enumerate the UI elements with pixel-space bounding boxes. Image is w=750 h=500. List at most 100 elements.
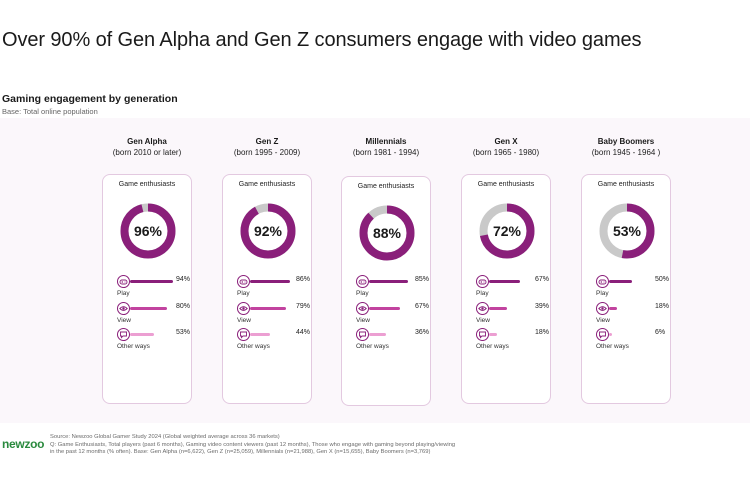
donut-value-label: 92% (253, 223, 283, 239)
donut-chart: 88% (359, 205, 415, 261)
metric-value-label: 53% (176, 329, 191, 336)
donut-value-arc (599, 203, 655, 259)
eye-icon (476, 302, 489, 315)
metric-bar (489, 280, 520, 283)
metric-bar (130, 307, 167, 310)
source-line: Q: Game Enthusiasts, Total players (past… (50, 441, 456, 448)
donut-value-arc (359, 205, 415, 261)
metric-label: Other ways (476, 343, 509, 350)
headline: Over 90% of Gen Alpha and Gen Z consumer… (2, 29, 642, 51)
metric-label: Play (117, 290, 130, 297)
chat-icon (356, 328, 369, 341)
metric-value-label: 80% (176, 303, 191, 310)
generation-born: (born 1965 - 1980) (472, 148, 540, 157)
metric-play: 85% Play (356, 275, 432, 299)
card-label: Game enthusiasts (597, 181, 655, 188)
eye-icon (117, 302, 130, 315)
metric-view: 80% View (117, 302, 193, 326)
metric-label: View (117, 317, 131, 324)
eye-icon (237, 302, 250, 315)
source-line: Source: Newzoo Global Gamer Study 2024 (… (50, 434, 280, 440)
metric-view: 79% View (237, 302, 313, 326)
donut-value-arc (240, 203, 296, 259)
metric-other: 36% Other ways (356, 328, 432, 352)
donut-chart: 96% (120, 203, 176, 259)
controller-icon (476, 275, 489, 288)
generation-card-gen-alpha: Game enthusiasts 96% (102, 174, 192, 404)
donut-chart: 92% (240, 203, 296, 259)
metric-label: View (356, 317, 370, 324)
generation-born: (born 1945 - 1964 ) (591, 148, 661, 157)
generation-header-gen-x: Gen X (born 1965 - 1980) (450, 136, 562, 158)
metric-label: View (237, 317, 251, 324)
metric-bar (489, 307, 507, 310)
metric-play: 67% Play (476, 275, 552, 299)
generation-born: (born 1981 - 1994) (352, 148, 420, 157)
metric-label: Other ways (596, 343, 629, 350)
generation-name: Gen Z (255, 137, 279, 146)
generation-name: Gen Alpha (127, 137, 167, 146)
source-note: Source: Newzoo Global Gamer Study 2024 (… (50, 434, 550, 457)
metric-value-label: 86% (296, 276, 311, 283)
card-label: Game enthusiasts (118, 181, 176, 188)
metric-label: Play (596, 290, 609, 297)
metric-label: Other ways (117, 343, 150, 350)
metric-value-label: 44% (296, 329, 311, 336)
card-label: Game enthusiasts (357, 183, 415, 190)
metric-other: 53% Other ways (117, 328, 193, 352)
metric-label: View (596, 317, 610, 324)
controller-icon (356, 275, 369, 288)
metric-view: 67% View (356, 302, 432, 326)
donut-chart: 53% (599, 203, 655, 259)
card-label: Game enthusiasts (238, 181, 296, 188)
metric-label: Play (237, 290, 250, 297)
metric-view: 18% View (596, 302, 672, 326)
chat-icon (476, 328, 489, 341)
metric-value-label: 67% (535, 276, 550, 283)
metric-label: Other ways (237, 343, 270, 350)
metric-play: 86% Play (237, 275, 313, 299)
generation-card-gen-x: Game enthusiasts 72% (461, 174, 551, 404)
generation-card-millennials: Game enthusiasts 88% (341, 176, 431, 406)
donut-value-arc (120, 203, 176, 259)
generation-born: (born 2010 or later) (112, 148, 182, 157)
metric-bar (369, 307, 400, 310)
donut-value-label: 88% (372, 225, 402, 241)
metric-bar (250, 307, 287, 310)
metric-value-label: 18% (655, 303, 670, 310)
metric-bar (130, 333, 155, 336)
generation-header-gen-z: Gen Z (born 1995 - 2009) (211, 136, 323, 158)
metric-bar (609, 333, 612, 336)
metric-play: 94% Play (117, 275, 193, 299)
metric-label: Play (476, 290, 489, 297)
metric-value-label: 94% (176, 276, 191, 283)
base-note: Base: Total online population (2, 107, 98, 116)
donut-value-label: 53% (612, 223, 642, 239)
donut-chart: 72% (479, 203, 535, 259)
metric-value-label: 85% (415, 276, 430, 283)
metric-bar (250, 280, 290, 283)
generation-card-gen-z: Game enthusiasts 92% (222, 174, 312, 404)
metric-view: 39% View (476, 302, 552, 326)
metric-label: Other ways (356, 343, 389, 350)
generation-born: (born 1995 - 2009) (233, 148, 301, 157)
generation-name: Gen X (494, 137, 518, 146)
metric-bar (369, 333, 386, 336)
metric-value-label: 39% (535, 303, 550, 310)
metric-bar (609, 280, 632, 283)
chat-icon (117, 328, 130, 341)
metric-value-label: 36% (415, 329, 430, 336)
metric-value-label: 67% (415, 303, 430, 310)
metric-other: 18% Other ways (476, 328, 552, 352)
generation-name: Millennials (365, 137, 407, 146)
chat-icon (596, 328, 609, 341)
metric-play: 50% Play (596, 275, 672, 299)
metric-bar (130, 280, 174, 283)
newzoo-logo: newzoo (2, 437, 45, 451)
donut-value-label: 96% (133, 223, 163, 239)
metric-label: View (476, 317, 490, 324)
eye-icon (596, 302, 609, 315)
metric-value-label: 6% (655, 329, 666, 336)
metric-other: 6% Other ways (596, 328, 672, 352)
metric-bar (250, 333, 271, 336)
